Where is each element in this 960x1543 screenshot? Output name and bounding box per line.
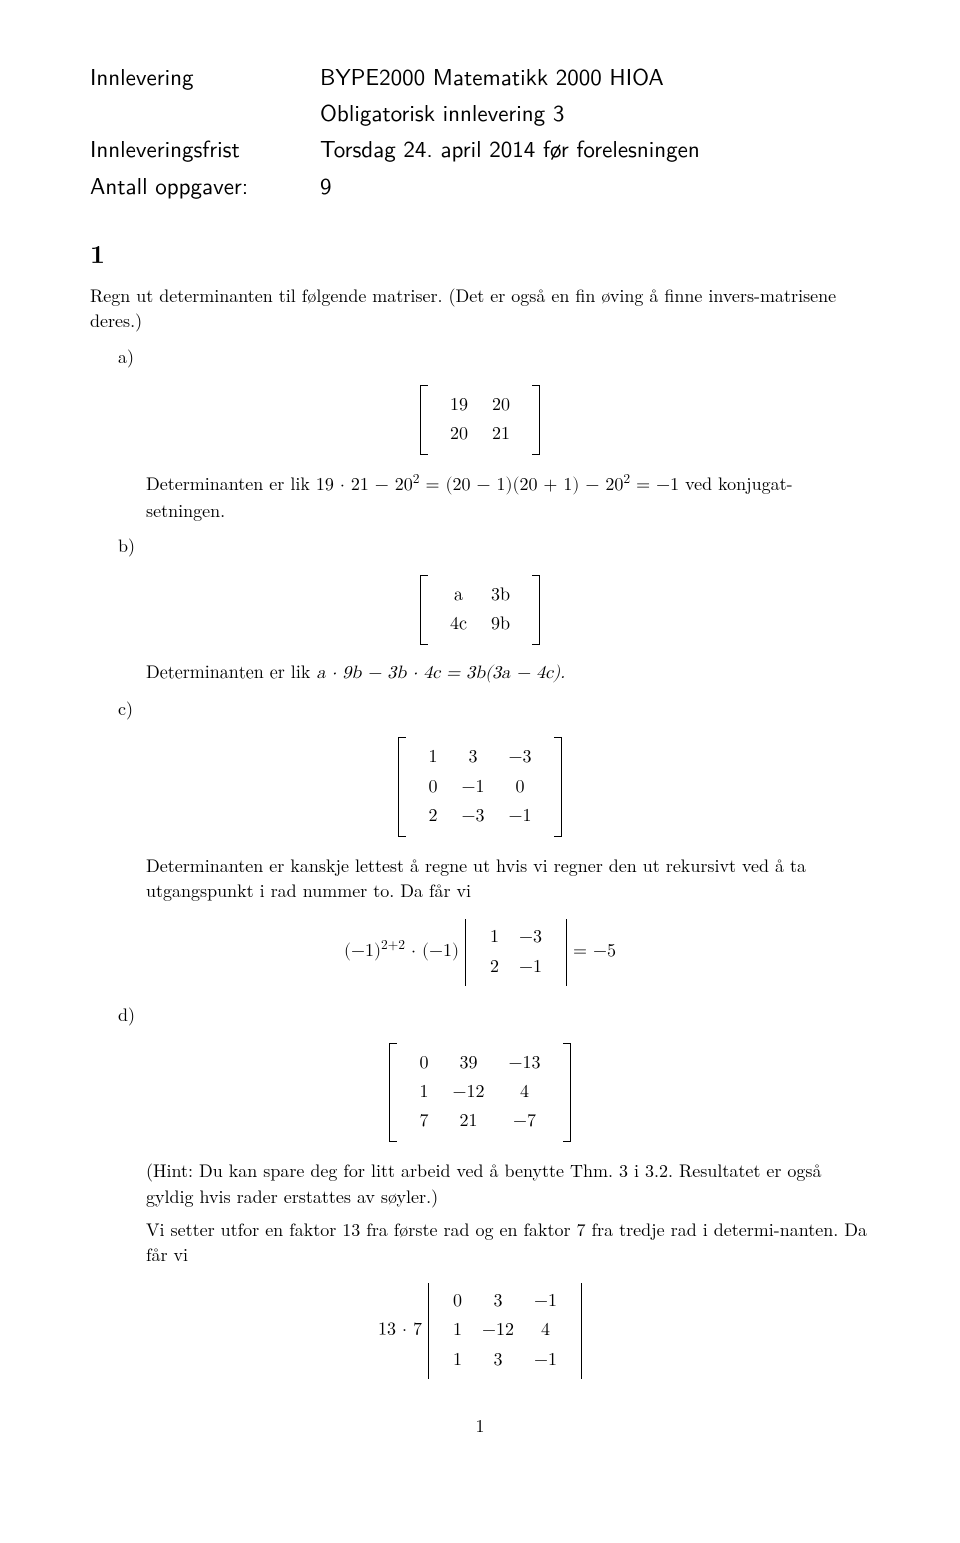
- matrix-cell: 1: [443, 1346, 472, 1375]
- eq-mid: · (−1): [405, 942, 465, 960]
- matrix-cell: −1: [449, 773, 496, 802]
- part-c-explanation: Determinanten er kanskje lettest å regne…: [90, 853, 870, 903]
- eq-suffix: = −5: [573, 942, 616, 960]
- intro-text: Regn ut determinanten til følgende matri…: [90, 283, 870, 333]
- matrix-cell: 20: [438, 420, 480, 449]
- matrix-cell: 21: [440, 1107, 496, 1136]
- part-b-label: b): [90, 533, 870, 558]
- matrix-cell: 1: [407, 1078, 440, 1107]
- part-b-matrix: a3b 4c9b: [90, 575, 870, 645]
- part-d-label: d): [90, 1002, 870, 1027]
- part-b-explanation: Determinanten er lik a · 9b − 3b · 4c = …: [90, 661, 870, 686]
- math-segment: 19 · 21 − 20: [316, 476, 413, 494]
- matrix-cell: 2: [480, 953, 509, 982]
- sup: 2+2: [381, 938, 405, 952]
- part-d-equation: 13 · 7 03−1 1−124 13−1: [90, 1283, 870, 1379]
- header-value-1: Obligatorisk innlevering 3: [320, 96, 870, 132]
- matrix-cell: 3b: [479, 581, 522, 610]
- matrix-cell: 3: [449, 743, 496, 772]
- matrix-cell: 4: [524, 1316, 567, 1345]
- matrix-cell: 0: [407, 1049, 440, 1078]
- part-d-matrix: 039−13 1−124 721−7: [90, 1043, 870, 1143]
- matrix-cell: −3: [497, 743, 544, 772]
- matrix-cell: −7: [497, 1107, 553, 1136]
- part-c-equation: (−1)2+2 · (−1) 1−3 2−1 = −5: [90, 919, 870, 985]
- header-row: Innlevering BYPE2000 Matematikk 2000 HIO…: [90, 60, 870, 96]
- matrix-cell: 4: [497, 1078, 553, 1107]
- section-number: 1: [90, 235, 870, 271]
- matrix-cell: 9b: [479, 610, 522, 639]
- part-d-hint: (Hint: Du kan spare deg for litt arbeid …: [90, 1158, 870, 1208]
- matrix-cell: 21: [480, 420, 522, 449]
- matrix-cell: −12: [472, 1316, 524, 1345]
- header-value-0: BYPE2000 Matematikk 2000 HIOA: [320, 60, 870, 96]
- matrix-cell: −3: [509, 923, 552, 952]
- matrix-cell: −1: [509, 953, 552, 982]
- matrix-cell: 0: [416, 773, 449, 802]
- matrix-cell: −3: [449, 802, 496, 831]
- matrix-cell: 1: [416, 743, 449, 772]
- part-c-matrix: 13−3 0−10 2−3−1: [90, 737, 870, 837]
- header-label-2: Innleveringsfrist: [90, 132, 320, 168]
- matrix-cell: a: [438, 581, 479, 610]
- part-d-explanation: Vi setter utfor en faktor 13 fra første …: [90, 1217, 870, 1267]
- text-segment: Determinanten er lik: [146, 664, 316, 682]
- matrix-cell: −13: [497, 1049, 553, 1078]
- header-label-0: Innlevering: [90, 60, 320, 96]
- eq-prefix: 13 · 7: [378, 1321, 428, 1339]
- matrix-cell: 3: [472, 1287, 524, 1316]
- matrix-cell: −1: [497, 802, 544, 831]
- matrix-cell: 0: [443, 1287, 472, 1316]
- math-segment: a · 9b − 3b · 4c = 3b(3a − 4c).: [316, 664, 565, 682]
- part-c-label: c): [90, 696, 870, 721]
- matrix-cell: −1: [524, 1287, 567, 1316]
- header-row: Obligatorisk innlevering 3: [90, 96, 870, 132]
- matrix-cell: 1: [480, 923, 509, 952]
- matrix-cell: 1: [443, 1316, 472, 1345]
- matrix-cell: 20: [480, 391, 522, 420]
- header-label-1: [90, 96, 320, 132]
- matrix-cell: 3: [472, 1346, 524, 1375]
- matrix-cell: 7: [407, 1107, 440, 1136]
- matrix-cell: 2: [416, 802, 449, 831]
- header-label-3: Antall oppgaver:: [90, 169, 320, 205]
- matrix-cell: 19: [438, 391, 480, 420]
- eq-prefix: (−1): [344, 942, 381, 960]
- sup: 2: [413, 472, 420, 486]
- page-number: 1: [90, 1413, 870, 1438]
- matrix-cell: 0: [497, 773, 544, 802]
- header-value-2: Torsdag 24. april 2014 før forelesningen: [320, 132, 870, 168]
- part-a-label: a): [90, 344, 870, 369]
- text-segment: Determinanten er lik: [146, 471, 316, 496]
- header-row: Innleveringsfrist Torsdag 24. april 2014…: [90, 132, 870, 168]
- header-value-3: 9: [320, 169, 870, 205]
- header-table: Innlevering BYPE2000 Matematikk 2000 HIO…: [90, 60, 870, 205]
- matrix-cell: 4c: [438, 610, 479, 639]
- matrix-cell: −1: [524, 1346, 567, 1375]
- part-a-matrix: 1920 2021: [90, 385, 870, 455]
- math-segment: = (20 − 1)(20 + 1) − 20: [420, 476, 624, 494]
- part-a-explanation: Determinanten er lik 19 · 21 − 202 = (20…: [90, 471, 870, 523]
- matrix-cell: −12: [440, 1078, 496, 1107]
- header-row: Antall oppgaver: 9: [90, 169, 870, 205]
- matrix-cell: 39: [440, 1049, 496, 1078]
